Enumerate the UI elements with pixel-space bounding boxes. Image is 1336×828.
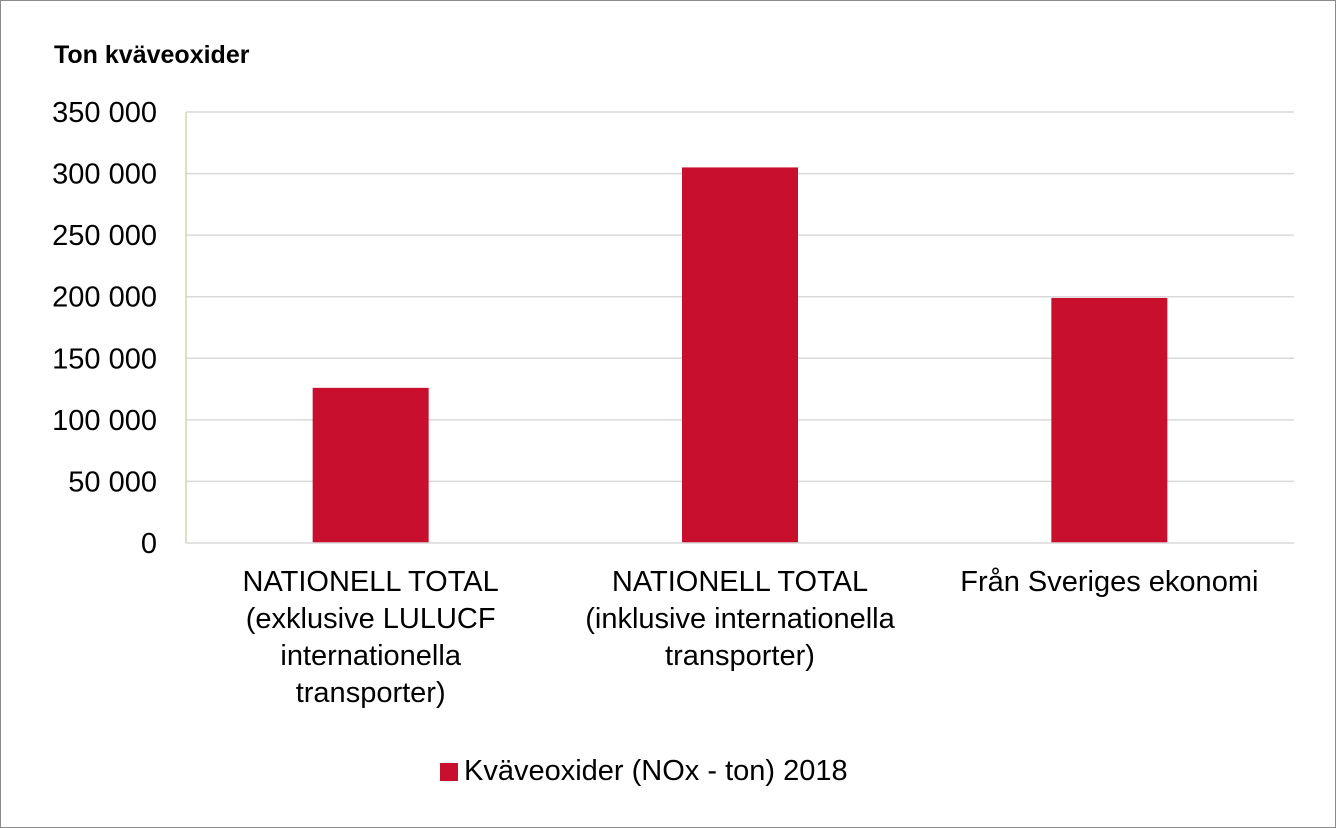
y-tick-label: 300 000 (52, 159, 157, 191)
x-tick-label: Från Sveriges ekonomi (960, 566, 1258, 598)
x-tick-label-line: Från Sveriges ekonomi (960, 566, 1258, 598)
y-tick-label: 150 000 (52, 343, 157, 375)
y-tick-label: 0 (141, 528, 157, 560)
y-tick-label: 100 000 (52, 405, 157, 437)
legend-label: Kväveoxider (NOx - ton) 2018 (464, 755, 848, 787)
x-tick-label-line: transporter) (296, 677, 446, 709)
x-tick-label-line: internationella (280, 640, 461, 672)
legend: Kväveoxider (NOx - ton) 2018 (440, 755, 848, 788)
x-tick-label-line: NATIONELL TOTAL (612, 566, 868, 598)
x-tick-label-line: NATIONELL TOTAL (243, 566, 499, 598)
bar (682, 167, 798, 543)
x-tick-label: NATIONELL TOTAL (inklusive internationell… (585, 566, 895, 672)
x-tick-label-line: transporter) (665, 640, 815, 672)
y-axis-title: Ton kväveoxider (54, 41, 250, 69)
bar (1051, 297, 1168, 543)
x-tick-label-line: (inklusive internationella (585, 603, 895, 635)
y-tick-label: 50 000 (68, 466, 157, 498)
x-tick-label-line: (exklusive LULUCF (246, 603, 496, 635)
y-tick-label: 250 000 (52, 220, 157, 252)
legend-swatch (440, 762, 458, 781)
y-tick-label: 350 000 (52, 97, 157, 129)
bar (312, 387, 429, 543)
x-tick-label: NATIONELL TOTAL (exklusive LULUCF internat… (243, 566, 499, 709)
y-tick-label: 200 000 (52, 282, 157, 314)
